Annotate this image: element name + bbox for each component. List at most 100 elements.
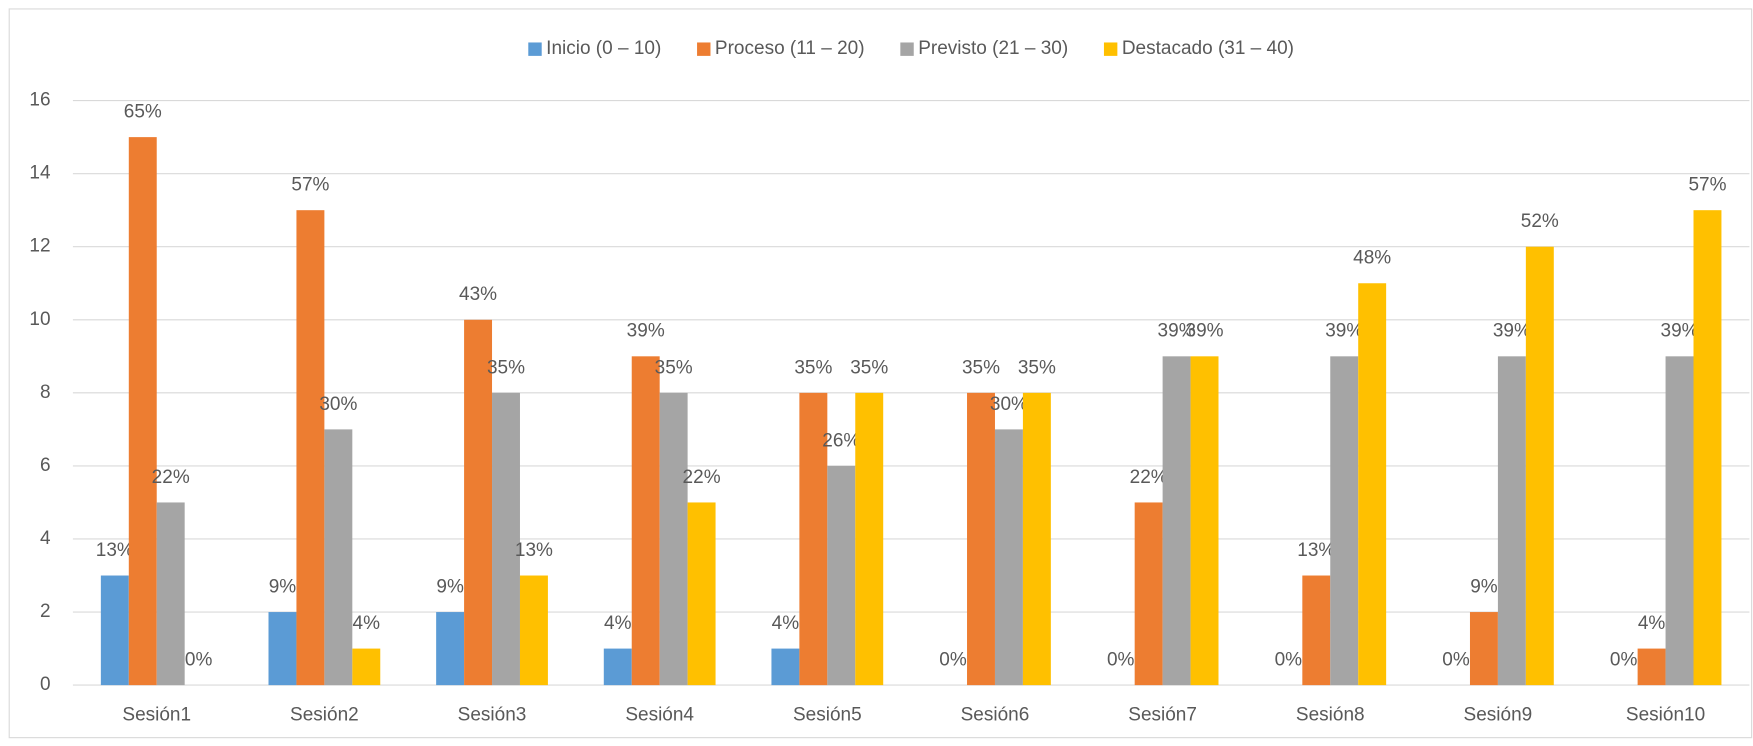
data-label: 39% [1158, 321, 1196, 342]
data-label: 39% [1661, 321, 1699, 342]
bar [1637, 648, 1666, 686]
data-label: 57% [1688, 175, 1726, 196]
data-label: 52% [1521, 211, 1559, 232]
bar [519, 575, 548, 686]
y-tick-label: 4 [40, 528, 51, 549]
x-tick-label: Sesión3 [458, 704, 527, 725]
bar [1022, 392, 1051, 686]
data-label: 35% [655, 357, 693, 378]
data-label: 9% [269, 576, 297, 597]
data-label: 4% [1638, 613, 1666, 634]
y-tick-label: 16 [29, 90, 50, 111]
bar [1358, 283, 1387, 686]
bar [436, 612, 465, 686]
data-label: 22% [683, 467, 721, 488]
bar [1302, 575, 1331, 686]
bar [100, 575, 129, 686]
x-tick-label: Sesión5 [793, 704, 862, 725]
x-tick-label: Sesión7 [1128, 704, 1197, 725]
bar [771, 648, 800, 686]
bar [464, 319, 493, 686]
bar [1162, 356, 1191, 686]
data-label: 0% [1275, 650, 1303, 671]
bar [1469, 612, 1498, 686]
bar [324, 429, 353, 686]
bar [1693, 210, 1722, 686]
legend-label: Previsto (21 – 30) [918, 38, 1068, 59]
data-label: 35% [962, 357, 1000, 378]
data-label: 0% [185, 650, 213, 671]
data-label: 65% [124, 102, 162, 123]
data-label: 35% [1018, 357, 1056, 378]
y-tick-label: 0 [40, 674, 51, 695]
x-tick-label: Sesión9 [1464, 704, 1533, 725]
legend-swatch [528, 42, 542, 56]
bar [352, 648, 381, 686]
legend-swatch [697, 42, 711, 56]
x-tick-label: Sesión2 [290, 704, 359, 725]
data-label: 4% [353, 613, 381, 634]
bar [799, 392, 828, 686]
y-tick-label: 12 [29, 236, 50, 257]
data-label: 22% [152, 467, 190, 488]
data-label: 9% [436, 576, 464, 597]
bar [603, 648, 632, 686]
y-tick-label: 8 [40, 382, 51, 403]
legend-swatch [900, 42, 914, 56]
bar [1134, 502, 1163, 686]
data-label: 35% [850, 357, 888, 378]
x-tick-label: Sesión10 [1626, 704, 1705, 725]
y-tick-label: 10 [29, 309, 50, 330]
x-tick-label: Sesión8 [1296, 704, 1365, 725]
data-label: 57% [291, 175, 329, 196]
data-label: 30% [990, 394, 1028, 415]
bar [687, 502, 716, 686]
bar [1330, 356, 1359, 686]
data-label: 39% [627, 321, 665, 342]
y-tick-label: 14 [29, 163, 51, 184]
data-label: 0% [939, 650, 967, 671]
x-tick-label: Sesión4 [625, 704, 694, 725]
data-label: 30% [319, 394, 357, 415]
y-tick-label: 2 [40, 601, 51, 622]
bar [1525, 246, 1554, 686]
bar [492, 392, 520, 686]
bar [1497, 356, 1526, 686]
data-label: 35% [794, 357, 832, 378]
x-tick-label: Sesión1 [122, 704, 191, 725]
bar [855, 392, 884, 686]
data-label: 9% [1470, 576, 1498, 597]
data-label: 39% [1493, 321, 1531, 342]
bar [967, 392, 995, 686]
bar [631, 356, 660, 686]
data-label: 0% [1107, 650, 1135, 671]
data-label: 43% [459, 284, 497, 305]
data-label: 48% [1353, 248, 1391, 269]
data-label: 35% [487, 357, 525, 378]
bar [156, 502, 185, 686]
bar [659, 392, 688, 686]
y-tick-label: 6 [40, 455, 51, 476]
data-label: 13% [96, 540, 134, 561]
legend-label: Destacado (31 – 40) [1122, 38, 1294, 59]
data-label: 4% [604, 613, 632, 634]
legend-swatch [1103, 42, 1118, 56]
data-label: 13% [1297, 540, 1335, 561]
data-label: 13% [515, 540, 553, 561]
data-label: 0% [1442, 650, 1470, 671]
bar [296, 210, 325, 686]
bar [1190, 356, 1219, 686]
bar [827, 465, 856, 686]
x-tick-label: Sesión6 [961, 704, 1030, 725]
legend-label: Proceso (11 – 20) [715, 38, 865, 59]
bar [268, 612, 297, 686]
data-label: 4% [772, 613, 800, 634]
bar [1665, 356, 1694, 686]
data-label: 39% [1186, 321, 1224, 342]
legend-label: Inicio (0 – 10) [546, 38, 661, 59]
data-label: 26% [822, 430, 860, 451]
data-label: 39% [1325, 321, 1363, 342]
data-label: 0% [1610, 650, 1638, 671]
data-label: 22% [1130, 467, 1168, 488]
